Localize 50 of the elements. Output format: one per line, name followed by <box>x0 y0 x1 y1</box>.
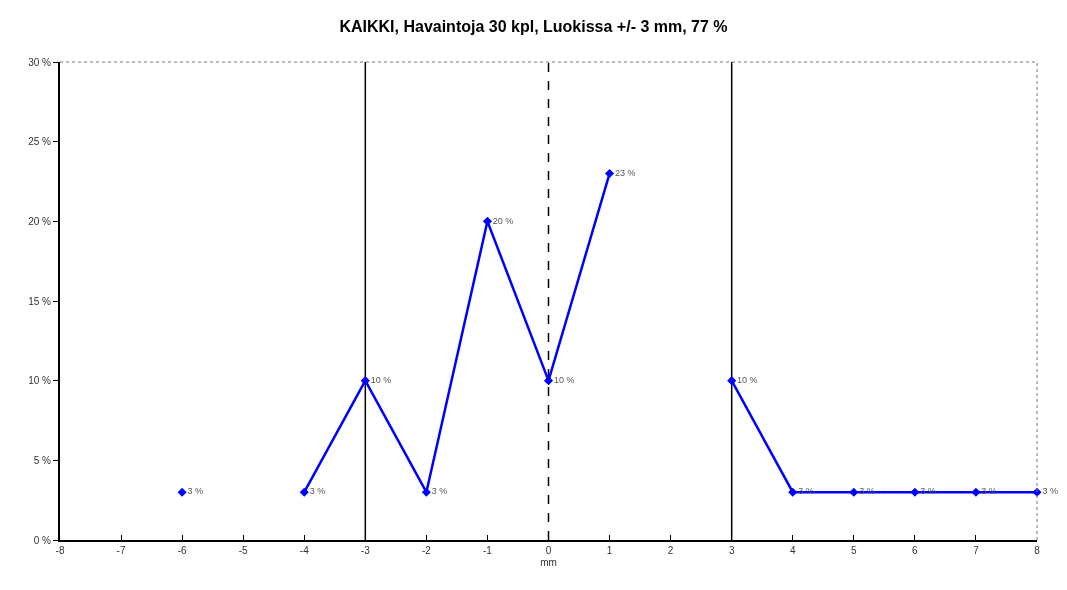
y-tick-label: 10 % <box>28 375 52 387</box>
chart-title: KAIKKI, Havaintoja 30 kpl, Luokissa +/- 3 mm, 77 % <box>339 17 728 35</box>
point <box>971 487 981 497</box>
data-label: 10 % <box>370 374 392 385</box>
x-tick-label: 8 <box>1034 545 1041 556</box>
data-label: 23 % <box>614 167 636 178</box>
x-tick-label: -6 <box>177 545 188 556</box>
y-tick-label: 25 % <box>28 136 52 148</box>
y-tick-label: 20 % <box>28 215 52 227</box>
point <box>482 216 492 226</box>
x-tick-label: -1 <box>482 545 493 556</box>
point <box>605 168 615 179</box>
data-label: 3 % <box>981 486 997 497</box>
point <box>360 376 370 386</box>
data-label: 3 % <box>859 486 875 497</box>
data-label: 3 % <box>920 486 936 497</box>
x-tick-label: -3 <box>360 545 371 556</box>
x-tick-label: -7 <box>116 545 126 556</box>
x-tick-label: 5 <box>851 545 858 556</box>
x-axis-title: mm <box>540 557 557 568</box>
data-label: 10 % <box>737 374 758 385</box>
data-label: 3 % <box>431 486 448 497</box>
data-label: 10 % <box>553 374 575 385</box>
data-label: 3 % <box>309 486 326 497</box>
point <box>849 487 859 497</box>
x-tick-label: 7 <box>973 545 980 556</box>
x-tick-label: -2 <box>421 545 432 556</box>
x-tick-label: -5 <box>238 545 249 556</box>
x-tick-label: 4 <box>789 545 796 556</box>
x-tick-label: 1 <box>606 545 613 556</box>
x-tick-label: -8 <box>55 545 65 556</box>
y-tick-label: 15 % <box>28 295 52 307</box>
x-tick-label: -4 <box>299 545 310 556</box>
x-tick-label: 0 <box>545 545 552 556</box>
x-tick-label: 6 <box>912 545 919 556</box>
data-label: 3 % <box>187 486 204 497</box>
data-label: 20 % <box>492 215 514 226</box>
x-tick-label: 3 <box>728 545 735 556</box>
point <box>299 487 309 497</box>
data-label: 3 % <box>798 486 814 497</box>
point <box>543 376 554 386</box>
point <box>727 376 737 386</box>
x-tick-label: 2 <box>667 545 674 556</box>
point <box>421 487 431 497</box>
data-label: 3 % <box>1042 486 1058 497</box>
y-tick-label: 30 % <box>28 56 52 68</box>
y-tick-label: 0 % <box>33 534 52 546</box>
point <box>788 487 798 497</box>
point <box>910 487 920 497</box>
y-tick-label: 5 % <box>33 454 52 466</box>
